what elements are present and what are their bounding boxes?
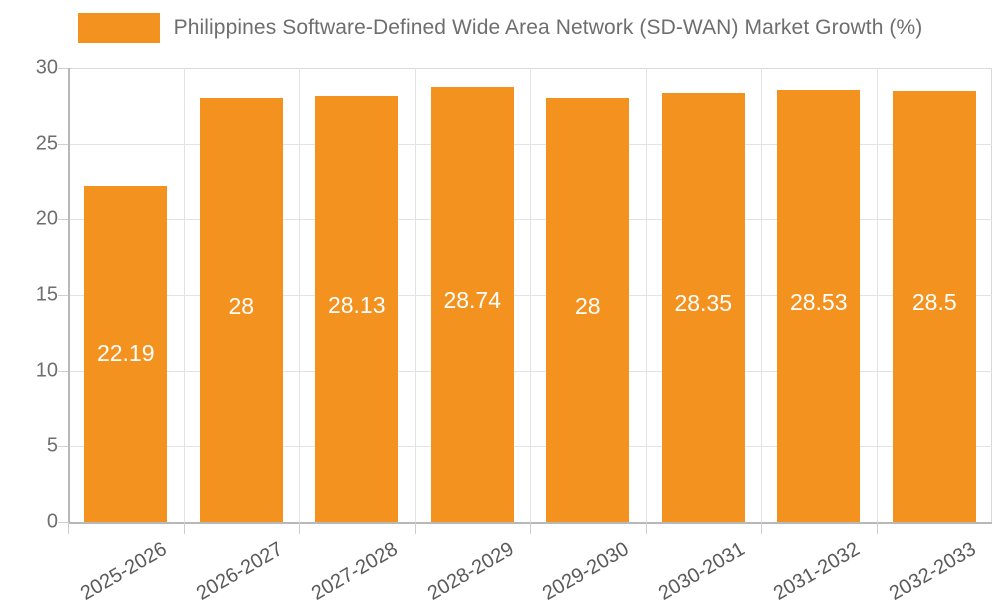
y-axis-tick-label: 15	[35, 283, 58, 306]
bar[interactable]: 28.74	[430, 87, 514, 522]
bar-value-label: 28	[574, 293, 601, 320]
x-axis-tick-mark	[530, 522, 531, 534]
bar[interactable]: 28	[546, 98, 630, 522]
legend-color-swatch	[77, 13, 160, 43]
bar[interactable]: 22.19	[84, 186, 168, 522]
y-axis-tick-label: 25	[35, 132, 58, 155]
bar-value-label: 28	[228, 293, 255, 320]
y-axis: 0 5 10 15 20 25 30	[0, 0, 68, 600]
y-axis-tick-label: 0	[46, 510, 58, 533]
y-axis-tick-label: 5	[46, 434, 58, 457]
y-axis-tick-label: 30	[35, 56, 58, 79]
bar[interactable]: 28	[199, 98, 283, 522]
x-axis-tick-label: 2027-2028	[308, 538, 403, 600]
bar-value-label: 28.13	[327, 292, 386, 319]
gridline-vertical	[761, 68, 762, 522]
x-axis-tick-mark	[183, 522, 185, 534]
plot-area: 22.19 28 28.13 28.74 28 28.35 28.53 28.5	[68, 68, 992, 523]
y-axis-tick-mark	[58, 68, 68, 69]
bar-value-label: 28.35	[674, 290, 733, 317]
y-axis-tick-mark	[58, 295, 68, 296]
y-axis-tick-label: 20	[35, 207, 58, 230]
gridline-vertical	[876, 68, 878, 522]
bar[interactable]: 28.5	[892, 90, 976, 522]
gridline-vertical	[414, 68, 416, 522]
bar-value-label: 28.74	[443, 287, 502, 314]
gridline-vertical	[183, 68, 185, 522]
chart-legend: Philippines Software-Defined Wide Area N…	[0, 0, 1000, 56]
bar-value-label: 28.53	[789, 289, 848, 315]
bar[interactable]: 28.13	[315, 96, 399, 522]
legend-label: Philippines Software-Defined Wide Area N…	[173, 16, 923, 39]
y-axis-tick-mark	[58, 143, 68, 145]
x-axis-tick-label: 2032-2033	[885, 538, 980, 600]
bar-value-label: 28.5	[911, 289, 957, 316]
bar-value-label: 22.19	[96, 340, 155, 367]
bar[interactable]: 28.53	[777, 90, 861, 522]
x-axis-tick-mark	[876, 522, 878, 534]
y-axis-tick-label: 10	[35, 359, 58, 382]
x-axis-tick-mark	[299, 522, 300, 534]
y-axis-tick-mark	[58, 522, 68, 523]
y-axis-line	[68, 68, 70, 522]
x-axis-tick-label: 2030-2031	[654, 538, 749, 600]
x-axis-tick-label: 2029-2030	[539, 538, 634, 600]
x-axis-tick-mark	[645, 522, 647, 534]
x-axis-tick-label: 2031-2032	[770, 538, 865, 600]
x-axis-tick-mark	[414, 522, 416, 534]
y-axis-tick-mark	[58, 446, 68, 448]
y-axis-tick-mark	[58, 370, 68, 372]
y-axis-tick-mark	[58, 219, 68, 221]
x-axis-tick-mark	[761, 522, 762, 534]
bar[interactable]: 28.35	[661, 92, 745, 522]
gridline-vertical	[299, 68, 300, 522]
gridline-vertical	[530, 68, 531, 522]
gridline-vertical	[645, 68, 647, 522]
x-axis-tick-label: 2028-2029	[423, 538, 518, 600]
x-axis-tick-mark	[68, 522, 69, 534]
x-axis-tick-label: 2025-2026	[77, 538, 172, 600]
x-axis-tick-label: 2026-2027	[192, 538, 287, 600]
